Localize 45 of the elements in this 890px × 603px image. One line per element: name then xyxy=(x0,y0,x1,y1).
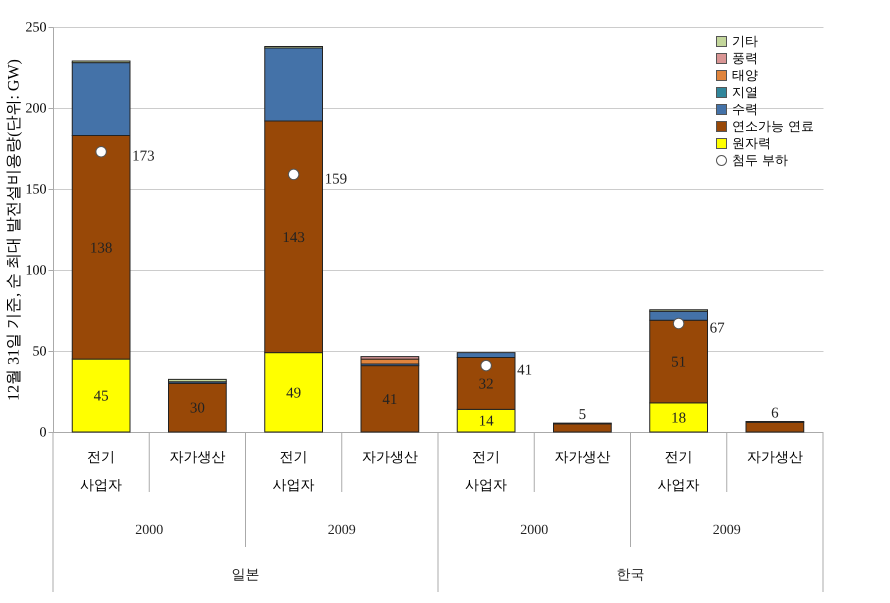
data-label: 49 xyxy=(286,385,302,402)
x-tick-label: 전기 사업자 xyxy=(80,450,122,494)
x-tick-label: 자가생산 xyxy=(169,450,226,466)
text: 2000 xyxy=(520,523,548,538)
data-label: 45 xyxy=(94,388,109,405)
data-label: 5 xyxy=(578,406,586,423)
legend-label: 지열 xyxy=(732,86,758,100)
y-tick-label: 250 xyxy=(26,20,46,36)
data-label: 32 xyxy=(478,376,494,392)
legend-label: 원자력 xyxy=(732,136,771,152)
data-label: 14 xyxy=(478,414,494,430)
x-tick-label: 전기 사업자 xyxy=(465,450,508,494)
y-tick-label: 0 xyxy=(40,426,46,440)
data-label: 41 xyxy=(382,392,398,408)
data-label: 173 xyxy=(132,148,155,165)
data-label: 159 xyxy=(324,171,348,188)
x-tick-label: 전기 사업자 xyxy=(658,450,700,494)
y-tick-label: 200 xyxy=(26,102,46,116)
legend-label: 첨두 부하 xyxy=(732,154,788,168)
x-tick-label: 자가생산 xyxy=(746,450,803,466)
data-label: 41 xyxy=(517,362,532,379)
y-tick-label: 150 xyxy=(26,182,46,198)
legend-label: 기타 xyxy=(732,34,758,50)
legend-label: 풍력 xyxy=(732,52,758,66)
text: 2009 xyxy=(328,523,356,538)
data-label: 143 xyxy=(282,230,305,246)
data-label: 138 xyxy=(90,240,112,256)
y-axis-title: 12월 31일 기준, 순 최대 발전설비용량(단위: GW) xyxy=(6,59,22,401)
legend-label: 수력 xyxy=(732,102,758,118)
x-tick-label: 자가생산 xyxy=(554,450,610,466)
data-label: 67 xyxy=(710,320,726,336)
legend-label: 태양 xyxy=(732,68,758,84)
text: 2000 xyxy=(135,523,164,538)
data-label: 6 xyxy=(771,405,780,422)
text: 2009 xyxy=(712,523,741,538)
data-label: 18 xyxy=(671,410,686,426)
y-tick-label: 50 xyxy=(32,344,46,360)
data-label: 30 xyxy=(190,400,205,417)
data-label: 51 xyxy=(671,354,686,371)
text: 일본 xyxy=(232,568,260,583)
x-tick-label: 전기 사업자 xyxy=(272,450,315,494)
text: 한국 xyxy=(616,568,644,583)
y-tick-label: 100 xyxy=(26,264,46,278)
legend-label: 연소가능 연료 xyxy=(732,120,814,134)
x-tick-label: 자가생산 xyxy=(362,450,418,466)
